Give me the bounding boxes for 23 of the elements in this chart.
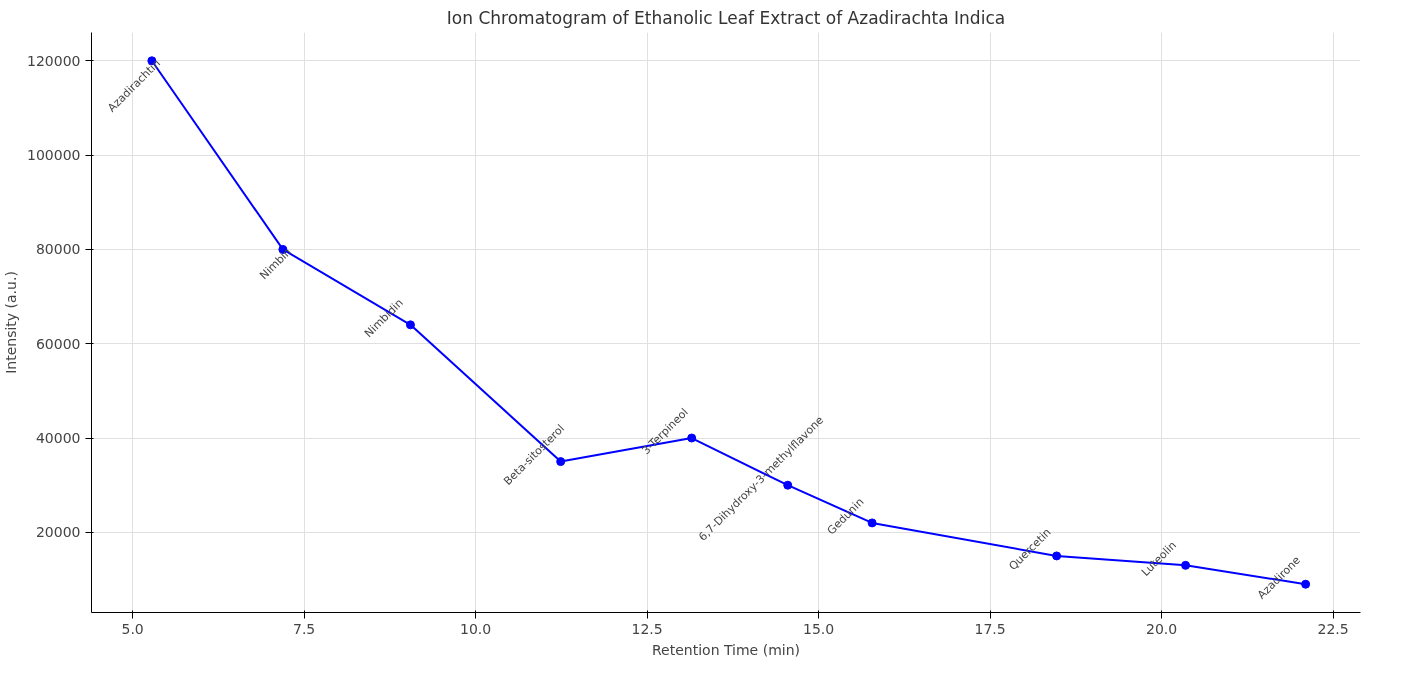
x-tick-label: 10.0 — [460, 620, 492, 637]
x-tick-label: 22.5 — [1317, 620, 1349, 637]
x-tick-label: 20.0 — [1145, 620, 1178, 637]
x-tick-label: 17.5 — [974, 620, 1006, 637]
x-tick-label: 7.5 — [293, 620, 316, 637]
x-tick-label: 12.5 — [631, 620, 663, 637]
point — [405, 320, 415, 330]
y-tick-label: 120000 — [27, 52, 81, 69]
x-axis-title: Retention Time (min) — [652, 641, 800, 658]
y-tick-label: 80000 — [35, 241, 81, 258]
point — [867, 518, 877, 528]
y-tick-label: 100000 — [27, 147, 81, 164]
chart-title: Ion Chromatogram of Ethanolic Leaf Extract of Azadirachta Indica — [446, 7, 1006, 28]
point — [1181, 560, 1191, 570]
y-axis-title: Intensity (a.u.) — [3, 271, 20, 374]
x-tick-label: 5.0 — [121, 620, 144, 637]
y-tick-label: 20000 — [35, 524, 81, 541]
point — [1052, 551, 1062, 561]
point — [1301, 579, 1311, 589]
y-tick-label: 60000 — [35, 335, 81, 352]
point — [687, 433, 697, 443]
y-tick-label: 40000 — [35, 430, 81, 447]
x-tick-label: 15.0 — [803, 620, 835, 637]
